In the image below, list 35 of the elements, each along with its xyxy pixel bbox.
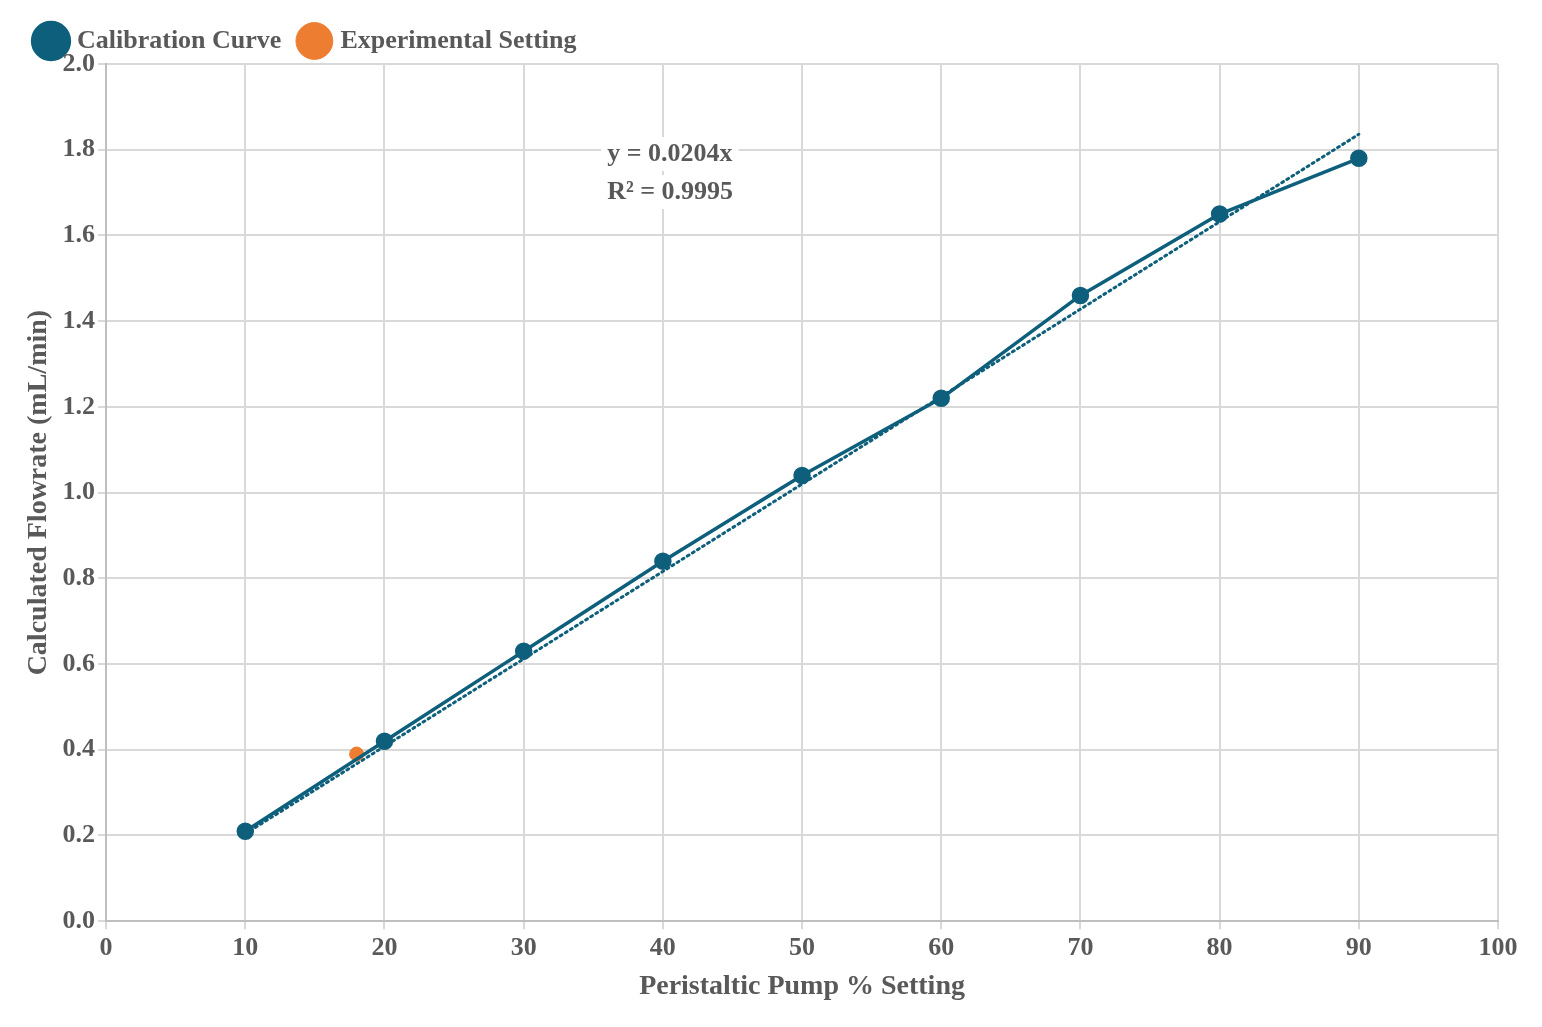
point xyxy=(514,642,533,660)
y-tick-label: 0.2 xyxy=(62,819,96,849)
x-tick-label: 70 xyxy=(1067,931,1094,961)
point xyxy=(932,389,950,408)
y-tick-label: 1.2 xyxy=(62,390,96,420)
x-tick-label: 100 xyxy=(1478,931,1518,961)
y-tick-label: 1.0 xyxy=(62,476,96,506)
point xyxy=(1350,149,1368,168)
point xyxy=(793,466,811,485)
y-tick-label: 0.8 xyxy=(62,562,96,592)
annotation: R² = 0.9995 xyxy=(607,175,734,205)
x-tick-label: 50 xyxy=(789,931,816,961)
y-axis-title: Calculated Flowrate (mL/min) xyxy=(21,309,53,676)
point xyxy=(654,552,672,570)
y-tick-label: 0.4 xyxy=(62,733,96,763)
y-tick-label: 1.6 xyxy=(62,219,96,249)
y-tick-label: 0.6 xyxy=(62,647,96,677)
x-tick-label: 30 xyxy=(510,931,537,961)
x-tick-label: 40 xyxy=(649,931,676,961)
y-tick-label: 1.8 xyxy=(62,133,96,163)
x-axis-title: Peristaltic Pump % Setting xyxy=(639,969,965,1001)
y-tick-label: 0.0 xyxy=(62,904,96,934)
x-tick-label: 20 xyxy=(371,931,398,961)
annotation: y = 0.0204x xyxy=(607,137,733,167)
x-tick-label: 60 xyxy=(928,931,955,961)
point xyxy=(375,732,394,750)
point xyxy=(1071,286,1090,305)
y-tick-label: 1.4 xyxy=(62,304,96,334)
x-tick-label: 90 xyxy=(1345,931,1372,961)
point xyxy=(1210,205,1229,223)
legend-label: Experimental Setting xyxy=(340,24,577,54)
point xyxy=(236,822,255,840)
x-tick-label: 80 xyxy=(1206,931,1233,961)
x-tick-label: 10 xyxy=(232,931,259,961)
x-tick-label: 0 xyxy=(99,931,113,961)
